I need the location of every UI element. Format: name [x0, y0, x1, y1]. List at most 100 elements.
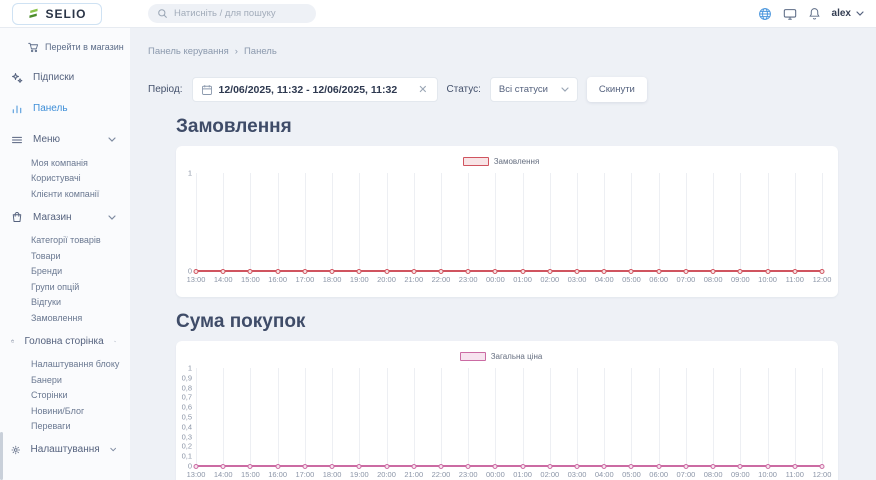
chart-legend-purchase-sum[interactable]: Загальна ціна — [180, 349, 822, 363]
sparkles-icon — [12, 72, 23, 83]
data-point — [737, 269, 743, 274]
data-point — [465, 269, 471, 274]
x-tick-label: 07:00 — [676, 275, 696, 284]
x-tick-label: 18:00 — [322, 275, 342, 284]
sidebar-item-home-page[interactable]: Головна сторінка — [0, 326, 130, 357]
data-point — [438, 464, 444, 469]
gridline — [277, 368, 279, 466]
data-point — [220, 464, 226, 469]
data-point — [465, 464, 471, 469]
gridline — [440, 368, 442, 466]
app-header: SELIO Натисніть / для пошуку alex — [0, 0, 876, 28]
x-tick-label: 23:00 — [458, 275, 478, 284]
briefcase-icon — [11, 339, 15, 343]
x-tick-label: 19:00 — [349, 470, 369, 479]
search-input[interactable]: Натисніть / для пошуку — [148, 4, 316, 23]
gridline — [223, 173, 225, 271]
gear-icon — [11, 445, 21, 454]
data-point — [601, 464, 607, 469]
data-point — [656, 464, 662, 469]
sidebar-subitem-option-groups[interactable]: Групи опцій — [31, 281, 80, 292]
period-date-input[interactable]: 12/06/2025, 11:32 - 12/06/2025, 11:32 ✕ — [191, 77, 438, 102]
x-tick-label: 04:00 — [594, 275, 614, 284]
sidebar-subitem-orders[interactable]: Замовлення — [31, 312, 83, 323]
user-menu[interactable]: alex — [832, 8, 864, 19]
data-point — [574, 269, 580, 274]
sidebar-item-settings[interactable]: Налаштування — [0, 434, 130, 465]
sidebar-item-dashboard[interactable]: Панель — [0, 93, 130, 124]
sidebar-subitem-advantages[interactable]: Переваги — [31, 421, 71, 432]
selio-logo-icon — [29, 8, 39, 18]
notifications-bell-icon[interactable] — [808, 7, 821, 20]
main-content: Панель керування › Панель Період: 12/06/… — [130, 28, 876, 480]
x-tick-label: 16:00 — [268, 275, 288, 284]
plot-grid — [193, 368, 825, 469]
chart-legend-orders[interactable]: Замовлення — [180, 154, 822, 168]
data-point — [411, 269, 417, 274]
x-tick-label: 01:00 — [513, 470, 532, 479]
x-tick-label: 12:00 — [812, 470, 832, 479]
sidebar-subitem-users[interactable]: Користувачі — [31, 173, 81, 184]
sidebar-subitem-news-blog[interactable]: Новини/Блог — [31, 405, 85, 416]
gridline — [359, 173, 361, 271]
gridline — [495, 173, 497, 271]
sidebar-item-store[interactable]: Магазин — [0, 202, 130, 233]
sidebar-subitem-reviews[interactable]: Відгуки — [31, 297, 62, 308]
x-tick-label: 17:00 — [295, 470, 315, 479]
gridline — [304, 368, 306, 466]
y-tick-label: 0,4 — [181, 422, 192, 432]
y-tick-label: 0,7 — [181, 392, 192, 402]
data-line — [196, 270, 822, 272]
data-point — [193, 464, 199, 469]
gridline — [604, 173, 606, 271]
x-tick-label: 09:00 — [730, 470, 750, 479]
gridline — [577, 368, 579, 466]
sidebar-item-subscriptions[interactable]: Підписки — [0, 62, 130, 93]
sidebar-scrollbar[interactable] — [0, 432, 3, 480]
data-point — [819, 269, 825, 274]
x-tick-label: 12:00 — [812, 275, 832, 284]
sidebar-subitem-block-settings[interactable]: Налаштування блоку — [31, 359, 120, 370]
status-select[interactable]: Всі статуси — [489, 77, 578, 102]
sidebar-subitem-product-categories[interactable]: Категорії товарів — [31, 235, 101, 246]
x-tick-label: 13:00 — [186, 470, 206, 479]
data-point — [384, 464, 390, 469]
reset-button[interactable]: Скинути — [586, 77, 647, 102]
gridline — [359, 368, 361, 466]
gridline — [522, 368, 524, 466]
sidebar-subitem-products[interactable]: Товари — [31, 250, 61, 261]
sidebar-item-menu[interactable]: Меню — [0, 124, 130, 155]
header-actions: alex — [758, 7, 864, 21]
x-tick-label: 20:00 — [377, 470, 396, 479]
breadcrumb-item-current: Панель — [243, 46, 277, 57]
sidebar-item-go-to-store[interactable]: Перейти в магазин — [0, 32, 130, 62]
data-point — [411, 464, 417, 469]
search-placeholder: Натисніть / для пошуку — [174, 8, 276, 19]
sidebar-subitem-brands[interactable]: Бренди — [31, 266, 63, 277]
breadcrumb-item-dashboard[interactable]: Панель керування — [148, 46, 229, 57]
data-point — [302, 464, 308, 469]
storefront-monitor-icon[interactable] — [783, 7, 797, 21]
gridline — [685, 368, 687, 466]
x-tick-label: 10:00 — [758, 470, 777, 479]
x-tick-label: 04:00 — [594, 470, 614, 479]
chart-card-purchase-sum: Загальна ціна 1 0,9 0,8 0,7 0,6 0,5 0,4 0,3 0,2 0,… — [176, 341, 838, 480]
calendar-icon — [201, 84, 212, 95]
y-tick-label: 1 — [187, 363, 192, 373]
logo[interactable]: SELIO — [12, 2, 102, 25]
sidebar-subitem-pages[interactable]: Сторінки — [31, 390, 68, 401]
language-globe-icon[interactable] — [758, 7, 772, 21]
clear-period-icon[interactable]: ✕ — [418, 84, 428, 96]
sidebar-subitem-my-company[interactable]: Моя компанія — [31, 157, 88, 168]
gridline — [250, 368, 252, 466]
x-tick-label: 21:00 — [404, 470, 424, 479]
y-tick-label: 0,5 — [181, 412, 192, 422]
sidebar-subitem-banners[interactable]: Банери — [31, 374, 62, 385]
chevron-down-icon — [113, 340, 116, 342]
data-point — [683, 269, 689, 274]
data-point — [438, 269, 444, 274]
data-point — [356, 269, 362, 274]
gridline — [386, 368, 388, 466]
search-icon — [158, 9, 167, 18]
sidebar-subitem-company-clients[interactable]: Клієнти компанії — [31, 188, 100, 199]
